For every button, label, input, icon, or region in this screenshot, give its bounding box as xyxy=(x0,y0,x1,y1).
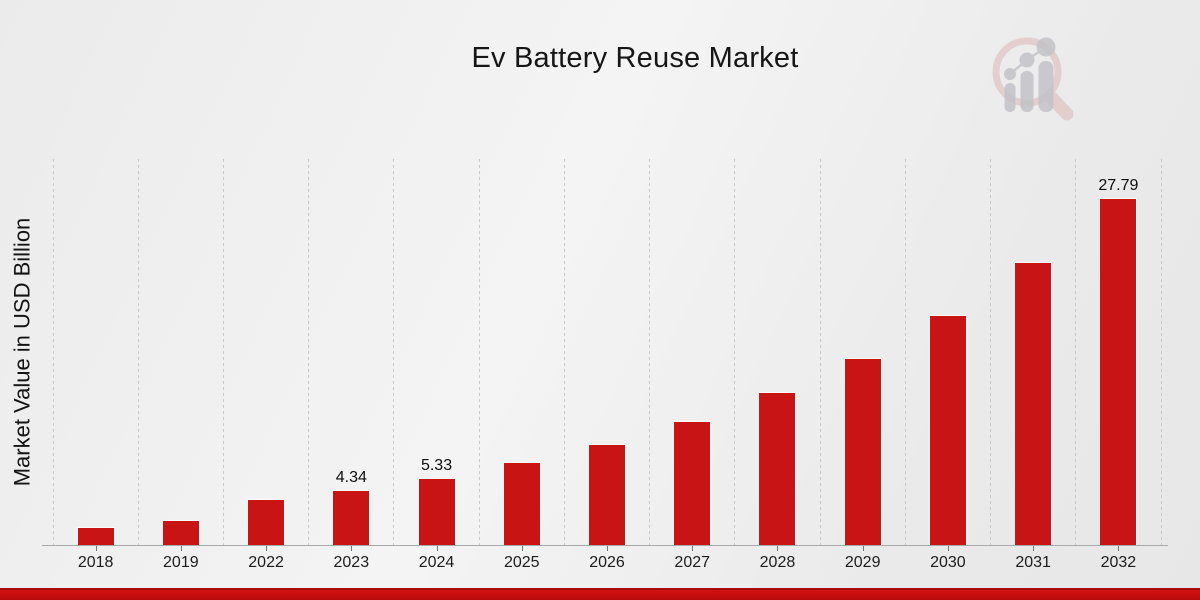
y-axis-title: Market Value in USD Billion xyxy=(0,159,44,545)
vertical-gridline xyxy=(1160,159,1162,545)
x-axis-tick xyxy=(692,545,694,551)
x-tick-label-2018: 2018 xyxy=(77,554,114,571)
x-tick-label-2022: 2022 xyxy=(248,554,284,571)
bar-cell-2027: 2027 xyxy=(650,159,735,571)
x-axis-tick xyxy=(947,545,949,551)
bar-2031 xyxy=(1015,263,1052,545)
x-axis-tick xyxy=(521,545,523,551)
vertical-gridline xyxy=(649,159,651,545)
x-tick-label-2029: 2029 xyxy=(844,554,881,571)
bar-cell-2028: 2028 xyxy=(735,159,820,571)
bar-cell-2018: 2018 xyxy=(53,159,138,571)
x-tick-label-2026: 2026 xyxy=(589,554,625,571)
bar-2023 xyxy=(333,491,370,545)
bar-2018 xyxy=(77,528,114,545)
plot-area: 2018 2019 2022 4.34 2023 5.33 2024 2025 2026 2027… xyxy=(52,159,1162,571)
magnifier-handle-icon xyxy=(1044,90,1074,121)
bar-2027 xyxy=(674,422,711,545)
vertical-gridline xyxy=(563,159,565,545)
vertical-gridline xyxy=(222,159,224,545)
bar-cell-2030: 2030 xyxy=(905,159,990,571)
vertical-gridline xyxy=(393,159,395,545)
x-axis-tick xyxy=(1118,545,1120,551)
footer-accent-band xyxy=(0,588,1200,600)
vertical-gridline xyxy=(990,159,992,545)
x-tick-label-2027: 2027 xyxy=(674,554,711,571)
bar-cell-2023: 4.34 2023 xyxy=(309,159,394,571)
magnifier-bar-chart-logo xyxy=(992,37,1074,121)
x-axis-tick xyxy=(436,545,438,551)
bar-2019 xyxy=(162,521,199,545)
bar-cell-2022: 2022 xyxy=(223,159,308,571)
vertical-gridline xyxy=(1075,159,1077,545)
x-tick-label-2032: 2032 xyxy=(1100,554,1137,571)
vertical-gridline xyxy=(308,159,310,545)
x-tick-label-2019: 2019 xyxy=(163,554,199,571)
x-axis-tick xyxy=(606,545,608,551)
bar-2026 xyxy=(588,445,625,545)
bar-2025 xyxy=(503,463,540,545)
bar-2032 xyxy=(1100,199,1137,545)
x-axis-tick xyxy=(1033,545,1035,551)
bar-cell-2026: 2026 xyxy=(564,159,649,571)
vertical-gridline xyxy=(819,159,821,545)
x-tick-label-2031: 2031 xyxy=(1015,554,1051,571)
x-tick-label-2023: 2023 xyxy=(333,554,370,571)
bar-cell-2032: 27.79 2032 xyxy=(1076,159,1161,571)
x-axis-tick xyxy=(862,545,864,551)
bar-cell-2024: 5.33 2024 xyxy=(394,159,479,571)
vertical-gridline xyxy=(52,159,54,545)
bar-2022 xyxy=(248,500,285,545)
bar-cell-2025: 2025 xyxy=(479,159,564,571)
x-axis-tick xyxy=(180,545,182,551)
bar-2024 xyxy=(418,479,455,545)
x-tick-label-2030: 2030 xyxy=(930,554,966,571)
y-axis-title-text: Market Value in USD Billion xyxy=(9,217,34,487)
bar-value-label-2023: 4.34 xyxy=(335,469,367,486)
x-axis-line xyxy=(42,545,1168,546)
x-axis-tick xyxy=(266,545,268,551)
x-axis-tick xyxy=(95,545,97,551)
x-tick-label-2025: 2025 xyxy=(503,554,540,571)
x-axis-tick xyxy=(777,545,779,551)
bar-value-label-2024: 5.33 xyxy=(420,457,453,474)
bar-cell-2031: 2031 xyxy=(991,159,1076,571)
x-tick-label-2024: 2024 xyxy=(418,554,455,571)
bar-2028 xyxy=(759,393,796,545)
bar-cell-2029: 2029 xyxy=(820,159,905,571)
x-tick-label-2028: 2028 xyxy=(759,554,796,571)
bar-2029 xyxy=(844,359,881,545)
bar-2030 xyxy=(929,316,966,545)
x-axis-tick xyxy=(351,545,353,551)
bar-cell-2019: 2019 xyxy=(138,159,223,571)
vertical-gridline xyxy=(478,159,480,545)
rising-bars-icon xyxy=(1004,37,1056,112)
vertical-gridline xyxy=(734,159,736,545)
vertical-gridline xyxy=(904,159,906,545)
chart-title: Ev Battery Reuse Market xyxy=(471,42,799,74)
bar-value-label-2032: 27.79 xyxy=(1098,177,1139,194)
vertical-gridline xyxy=(137,159,139,545)
